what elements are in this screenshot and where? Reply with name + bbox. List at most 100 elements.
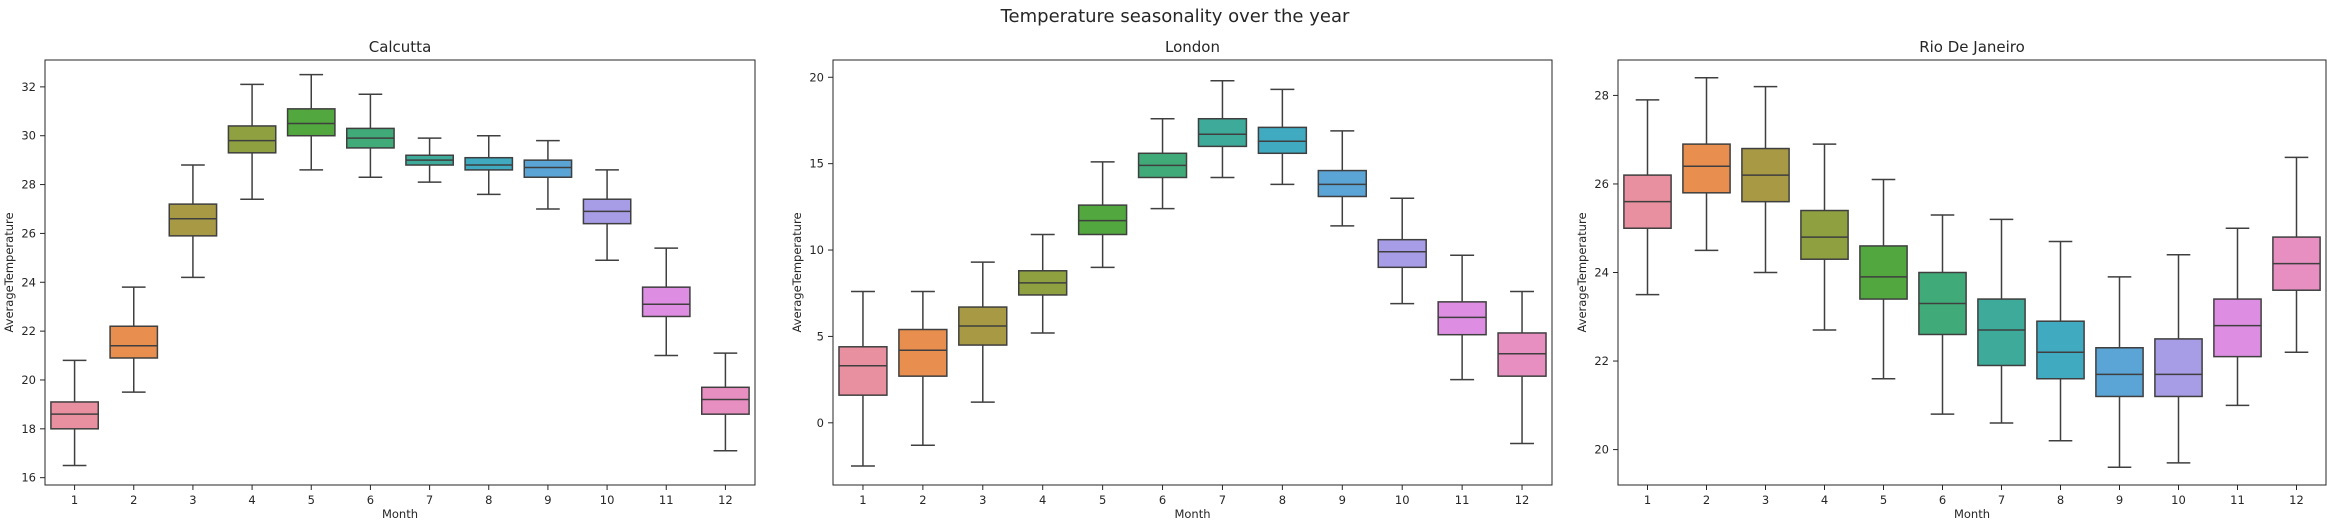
box-month-9 [2095,276,2144,469]
box-month-8 [464,134,514,196]
x-tick-label: 3 [189,493,196,507]
x-tick-label: 11 [2230,493,2245,507]
x-tick-label: 2 [1703,493,1710,507]
box-month-7 [1197,79,1248,179]
x-axis-label: Month [1174,507,1210,520]
box-month-11 [2213,227,2262,407]
x-tick-label: 8 [2057,493,2064,507]
x-tick-label: 6 [1939,493,1946,507]
y-tick-label: 15 [809,157,824,171]
box-month-5 [1859,178,1908,380]
x-tick-label: 4 [1039,493,1046,507]
iqr-box [464,156,514,171]
x-tick-label: 6 [367,493,374,507]
box-month-1 [1623,99,1672,296]
panel-title: Rio De Janeiro [1919,38,2025,56]
iqr-box [2095,347,2144,398]
x-tick-label: 12 [718,493,733,507]
y-tick-label: 0 [817,416,824,430]
x-tick-label: 3 [979,493,986,507]
box-month-11 [641,247,691,357]
box-month-9 [523,139,573,210]
x-tick-label: 2 [130,493,137,507]
box-month-7 [405,137,454,183]
iqr-box [1077,204,1128,236]
iqr-box [1859,245,1908,300]
box-month-5 [286,73,336,171]
axes-frame [44,59,756,486]
iqr-box [109,325,159,359]
y-tick-label: 5 [817,329,824,343]
y-tick-label: 26 [21,226,36,240]
iqr-box [50,401,99,430]
figure-suptitle: Temperature seasonality over the year [1000,6,1350,27]
box-month-10 [582,169,632,262]
y-axis-label: AverageTemperature [1575,212,1589,332]
y-tick-label: 22 [21,324,36,338]
box-month-6 [1918,214,1967,415]
x-tick-label: 1 [859,493,866,507]
x-tick-label: 1 [1644,493,1651,507]
box-month-1 [838,290,888,467]
x-tick-label: 7 [1998,493,2005,507]
box-month-2 [898,290,948,447]
y-tick-label: 16 [21,471,36,485]
y-tick-label: 30 [21,129,36,143]
x-tick-label: 5 [308,493,315,507]
iqr-box [1682,143,1731,194]
x-tick-label: 5 [1099,493,1106,507]
box-month-3 [168,164,218,279]
iqr-box [227,125,277,154]
x-axis-label: Month [1954,507,1990,520]
box-month-1 [50,359,99,467]
iqr-box [701,386,750,415]
iqr-box [1977,298,2026,367]
y-tick-label: 24 [21,275,36,289]
iqr-box [1377,238,1427,269]
y-tick-label: 10 [809,243,824,257]
axes-frame [832,59,1553,486]
iqr-box [286,108,336,137]
x-tick-label: 12 [2289,493,2304,507]
iqr-box [838,346,888,396]
iqr-box [1800,209,1849,260]
box-month-10 [1377,197,1427,305]
x-tick-label: 10 [2171,493,2186,507]
x-tick-label: 9 [544,493,551,507]
x-tick-label: 3 [1762,493,1769,507]
x-tick-label: 9 [2116,493,2123,507]
x-tick-label: 11 [1455,493,1470,507]
x-tick-label: 5 [1880,493,1887,507]
box-month-4 [1800,143,1849,331]
box-month-12 [1497,290,1547,445]
x-tick-label: 10 [600,493,615,507]
iqr-box [641,286,691,318]
x-tick-label: 4 [248,493,255,507]
x-tick-label: 2 [919,493,926,507]
x-tick-label: 7 [1219,493,1226,507]
iqr-box [2213,298,2262,358]
box-month-12 [2272,156,2321,353]
box-month-10 [2154,254,2203,464]
x-tick-label: 8 [1279,493,1286,507]
y-tick-label: 18 [21,422,36,436]
box-month-6 [1137,117,1188,210]
y-tick-label: 28 [21,178,36,192]
x-tick-label: 12 [1515,493,1530,507]
panel-title: London [1165,38,1220,56]
axes-frame [1617,59,2327,486]
box-month-3 [1741,85,1790,274]
box-month-3 [958,261,1008,403]
y-tick-label: 20 [21,373,36,387]
x-tick-label: 10 [1395,493,1410,507]
y-axis-label: AverageTemperature [2,212,16,332]
iqr-box [2036,320,2085,380]
iqr-box [2154,338,2203,398]
iqr-box [1437,301,1487,336]
box-month-8 [1257,88,1308,186]
box-month-4 [227,83,277,200]
box-month-9 [1317,130,1368,227]
